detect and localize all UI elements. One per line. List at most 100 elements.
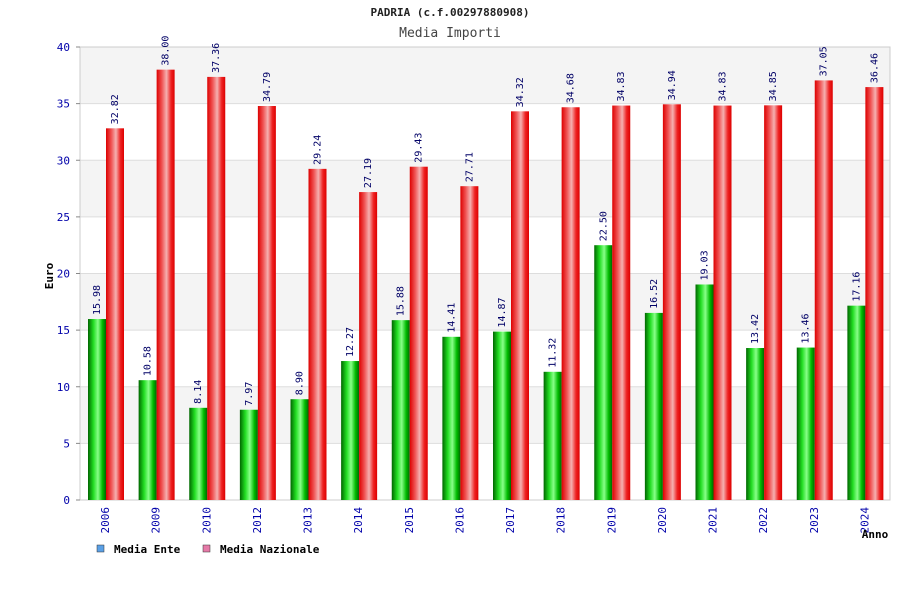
data-label-media-ente: 8.90 xyxy=(295,371,306,395)
bar-media-ente xyxy=(695,284,714,500)
data-label-media-nazionale: 34.83 xyxy=(616,71,627,101)
y-axis-label: Euro xyxy=(43,262,56,289)
data-label-media-nazionale: 34.85 xyxy=(768,71,779,101)
y-tick-label: 0 xyxy=(63,494,70,507)
bar-media-nazionale xyxy=(156,69,175,501)
legend-label-media-ente: Media Ente xyxy=(114,543,181,556)
bars xyxy=(88,69,884,501)
data-label-media-nazionale: 34.68 xyxy=(566,73,577,103)
chart-title: PADRIA (c.f.00297880908) xyxy=(371,6,530,19)
x-tick-label: 2024 xyxy=(858,507,871,534)
bar-media-ente xyxy=(746,348,765,500)
bar-media-ente xyxy=(543,371,562,500)
bar-media-ente xyxy=(239,409,258,500)
bar-media-nazionale xyxy=(308,168,327,500)
data-label-media-ente: 15.98 xyxy=(92,285,103,315)
bar-media-ente xyxy=(493,331,511,500)
x-tick-label: 2014 xyxy=(352,507,365,534)
data-label-media-ente: 13.46 xyxy=(801,313,812,343)
bar-media-ente xyxy=(644,312,663,500)
x-tick-label: 2013 xyxy=(302,507,315,534)
data-label-media-nazionale: 37.36 xyxy=(211,43,222,73)
y-tick-label: 5 xyxy=(63,437,70,450)
bar-media-nazionale xyxy=(359,192,378,501)
data-label-media-ente: 14.41 xyxy=(446,303,457,333)
bar-media-nazionale xyxy=(207,76,226,500)
x-tick-label: 2018 xyxy=(555,507,568,534)
bar-media-nazionale xyxy=(713,105,732,501)
x-axis-label: Anno xyxy=(862,528,889,541)
bar-media-nazionale xyxy=(106,128,124,500)
data-label-media-nazionale: 34.83 xyxy=(718,71,729,101)
y-axis: 0 5 10 15 20 25 30 35 40 xyxy=(57,41,80,507)
y-tick-label: 30 xyxy=(57,154,70,167)
x-tick-label: 2021 xyxy=(707,507,720,534)
bar-media-ente xyxy=(189,407,208,500)
bar-media-ente xyxy=(847,305,866,500)
data-label-media-nazionale: 38.00 xyxy=(161,36,172,66)
y-tick-label: 35 xyxy=(57,98,70,111)
bar-media-ente xyxy=(138,380,157,500)
bar-media-nazionale xyxy=(561,107,580,501)
data-label-media-nazionale: 34.79 xyxy=(262,72,273,102)
data-label-media-nazionale: 34.94 xyxy=(667,70,678,100)
legend-swatch-media-nazionale xyxy=(202,544,211,553)
x-tick-label: 2017 xyxy=(504,507,517,534)
x-tick-label: 2010 xyxy=(200,507,213,534)
data-label-media-nazionale: 34.32 xyxy=(515,77,526,107)
x-tick-label: 2020 xyxy=(656,507,669,534)
bar-media-nazionale xyxy=(511,111,529,501)
bar-media-ente xyxy=(88,319,106,500)
bar-media-nazionale xyxy=(865,87,884,500)
data-label-media-ente: 10.58 xyxy=(143,346,154,376)
data-label-media-nazionale: 27.19 xyxy=(363,158,374,188)
data-label-media-ente: 22.50 xyxy=(598,211,609,241)
bar-media-nazionale xyxy=(814,80,833,500)
bar-media-ente xyxy=(594,245,613,500)
y-tick-label: 25 xyxy=(57,211,70,224)
x-tick-label: 2016 xyxy=(453,507,466,534)
x-tick-label: 2022 xyxy=(757,507,770,534)
data-label-media-ente: 15.88 xyxy=(396,286,407,316)
chart-subtitle: Media Importi xyxy=(399,26,501,41)
data-label-media-nazionale: 36.46 xyxy=(869,53,880,83)
data-label-media-ente: 14.87 xyxy=(497,297,508,327)
legend-swatch-media-ente xyxy=(96,544,105,553)
bar-media-ente xyxy=(442,336,461,500)
x-tick-label: 2006 xyxy=(99,507,112,534)
data-label-media-ente: 16.52 xyxy=(649,279,660,309)
data-label-media-nazionale: 29.43 xyxy=(414,133,425,163)
y-tick-label: 15 xyxy=(57,324,70,337)
y-tick-label: 20 xyxy=(57,268,70,281)
data-label-media-ente: 17.16 xyxy=(851,272,862,302)
bar-media-ente xyxy=(796,347,815,500)
bar-media-ente xyxy=(341,361,360,500)
bar-media-nazionale xyxy=(409,166,428,500)
x-axis: 2006 2009 2010 2012 2013 2014 2015 2016 2017 2018… xyxy=(99,507,871,534)
data-label-media-ente: 8.14 xyxy=(193,380,204,404)
bar-media-ente xyxy=(391,320,410,500)
data-label-media-nazionale: 37.05 xyxy=(819,46,830,76)
bar-media-nazionale xyxy=(257,106,276,501)
y-tick-label: 40 xyxy=(57,41,70,54)
data-label-media-ente: 12.27 xyxy=(345,327,356,357)
data-label-media-nazionale: 29.24 xyxy=(313,135,324,165)
data-label-media-ente: 19.03 xyxy=(700,250,711,280)
data-label-media-ente: 13.42 xyxy=(750,314,761,344)
x-tick-label: 2023 xyxy=(808,507,821,534)
y-tick-label: 10 xyxy=(57,381,70,394)
data-label-media-nazionale: 27.71 xyxy=(464,152,475,182)
x-tick-label: 2019 xyxy=(605,507,618,534)
bar-media-ente xyxy=(290,399,309,500)
bar-media-nazionale xyxy=(764,105,783,500)
x-tick-label: 2009 xyxy=(150,507,163,534)
bar-media-nazionale xyxy=(662,104,681,500)
legend: Media Ente Media Nazionale xyxy=(96,543,320,556)
data-label-media-ente: 7.97 xyxy=(244,382,255,406)
x-tick-label: 2015 xyxy=(403,507,416,534)
data-label-media-ente: 11.32 xyxy=(548,338,559,368)
bar-media-nazionale xyxy=(612,105,631,501)
x-tick-label: 2012 xyxy=(251,507,264,534)
